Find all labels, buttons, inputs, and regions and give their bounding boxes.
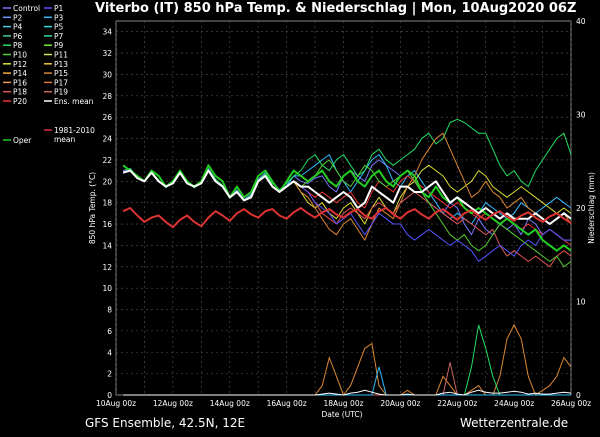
legend-label: P11 [54, 51, 68, 60]
legend-label: P19 [54, 88, 68, 97]
legend-label: P7 [54, 32, 64, 41]
y-tick-label: 28 [102, 92, 112, 101]
y-tick-label: 10 [102, 284, 112, 293]
footer-source: GFS Ensemble, 42.5N, 12E [85, 416, 245, 430]
y-tick-label: 24 [102, 135, 112, 144]
x-tick-label: 16Aug 00z [267, 399, 307, 408]
y-axis-label: 850 hPa Temp. (°C) [88, 172, 97, 244]
chart-title: Viterbo (IT) 850 hPa Temp. & Niederschla… [95, 1, 576, 16]
y-tick-label: 34 [102, 28, 112, 37]
legend-label: P18 [13, 88, 27, 97]
x-tick-label: 10Aug 00z [96, 399, 136, 408]
legend-label: Ens. mean [54, 97, 94, 106]
legend-label: P12 [13, 60, 27, 69]
y-right-tick-label: 20 [576, 204, 586, 213]
y-tick-label: 18 [102, 199, 112, 208]
precip-series-line [123, 323, 572, 397]
x-tick-label: 14Aug 00z [210, 399, 250, 408]
y-tick-label: 16 [102, 220, 112, 229]
legend-label: mean [54, 135, 76, 144]
series-line [122, 169, 572, 225]
y-tick-label: 4 [107, 348, 112, 357]
legend-label: P9 [54, 41, 64, 50]
y-tick-label: 20 [102, 177, 112, 186]
y-tick-label: 26 [102, 113, 112, 122]
y-tick-label: 8 [107, 306, 112, 315]
y-right-tick-label: 0 [576, 391, 581, 400]
legend-label: P3 [54, 13, 64, 22]
legend-label: P16 [13, 78, 27, 87]
legend-label: 1981-2010 [54, 126, 95, 135]
legend-label: P14 [13, 69, 27, 78]
y-right-tick-label: 10 [576, 298, 586, 307]
legend-label: P13 [54, 60, 68, 69]
y-right-tick-label: 30 [576, 111, 586, 120]
x-tick-label: 26Aug 00z [551, 399, 591, 408]
series-line [122, 164, 572, 252]
x-tick-label: 22Aug 00z [437, 399, 477, 408]
x-tick-label: 24Aug 00z [494, 399, 534, 408]
series-line [123, 170, 572, 246]
legend-label: P4 [13, 23, 23, 32]
legend-label: P8 [13, 41, 23, 50]
plot-area: 0246810121416182022242628303234010203040… [96, 17, 591, 408]
y-tick-label: 14 [102, 241, 112, 250]
y-tick-label: 0 [107, 391, 112, 400]
legend-label: Control [13, 4, 40, 13]
legend: Control P1 P2 P3 P4 P5 P6 P7 P8 P9 P10 P11 P12 P13 P14… [3, 4, 95, 145]
x-tick-label: 20Aug 00z [380, 399, 420, 408]
x-tick-label: 12Aug 00z [153, 399, 193, 408]
y-tick-label: 2 [107, 370, 112, 379]
legend-label: Oper [13, 136, 32, 145]
x-axis-label: Date (UTC) [321, 410, 362, 419]
y-right-tick-label: 40 [576, 17, 586, 26]
legend-label: P6 [13, 32, 23, 41]
legend-label: P20 [13, 97, 27, 106]
y-axis-right-label: Niederschlag (mm) [587, 172, 596, 244]
y-tick-label: 12 [102, 263, 112, 272]
x-tick-label: 18Aug 00z [323, 399, 363, 408]
series-line [122, 118, 572, 201]
series-line [122, 207, 572, 229]
legend-label: P1 [54, 4, 64, 13]
legend-label: P10 [13, 51, 27, 60]
footer-site: Wetterzentrale.de [460, 416, 568, 430]
y-tick-label: 32 [102, 49, 112, 58]
legend-label: P2 [13, 13, 23, 22]
precip-series-line [123, 324, 571, 396]
precip-series-line [123, 389, 572, 396]
legend-label: P17 [54, 78, 68, 87]
y-tick-label: 30 [102, 70, 112, 79]
legend-label: P5 [54, 23, 64, 32]
y-tick-label: 22 [102, 156, 112, 165]
legend-label: P15 [54, 69, 68, 78]
y-tick-label: 6 [107, 327, 112, 336]
